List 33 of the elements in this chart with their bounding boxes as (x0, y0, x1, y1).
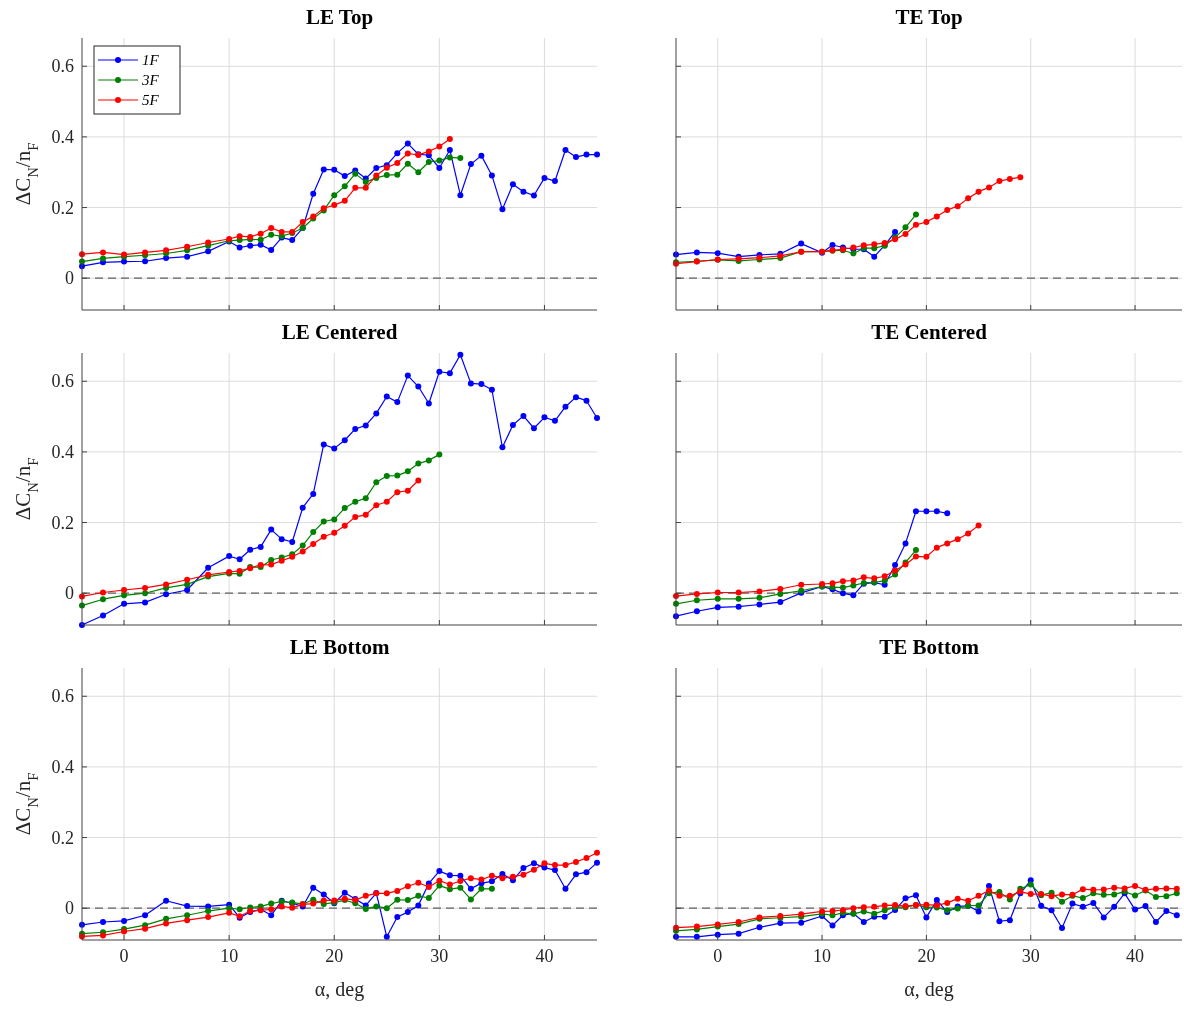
y-tick-label: 0.6 (51, 686, 74, 707)
legend-label: 5F (142, 92, 160, 108)
chart-title: TE Bottom (879, 635, 980, 659)
x-tick-label: 0 (713, 946, 723, 966)
y-tick-label: 0.4 (51, 756, 74, 777)
x-axis-title: α, deg (904, 978, 954, 1001)
legend-label: 1F (142, 52, 160, 68)
y-tick-label: 0.6 (51, 371, 74, 392)
y-tick-label: 0.4 (51, 126, 74, 147)
y-tick-label: 0 (65, 583, 74, 604)
x-tick-label: 10 (813, 946, 832, 966)
y-tick-label: 0.2 (51, 512, 74, 533)
x-tick-label: 20 (917, 946, 936, 966)
chart-title: TE Top (895, 5, 963, 29)
chart-title: LE Centered (281, 320, 398, 344)
x-tick-label: 10 (220, 946, 239, 966)
legend-label: 3F (141, 72, 160, 88)
y-tick-label: 0 (65, 898, 74, 919)
x-tick-label: 30 (1021, 946, 1040, 966)
y-tick-label: 0 (65, 268, 74, 289)
x-tick-label: 40 (1126, 946, 1145, 966)
x-axis-title: α, deg (314, 978, 365, 1001)
y-tick-label: 0.4 (51, 441, 74, 462)
x-tick-label: 0 (119, 946, 129, 966)
y-tick-label: 0.2 (51, 827, 74, 848)
x-tick-label: 20 (325, 946, 344, 966)
x-tick-label: 40 (535, 946, 554, 966)
chart-title: LE Bottom (289, 635, 390, 659)
y-tick-label: 0.2 (51, 197, 74, 218)
chart-title: LE Top (305, 5, 374, 29)
y-tick-label: 0.6 (51, 56, 74, 77)
x-tick-label: 30 (430, 946, 449, 966)
chart-title: TE Centered (871, 320, 988, 344)
